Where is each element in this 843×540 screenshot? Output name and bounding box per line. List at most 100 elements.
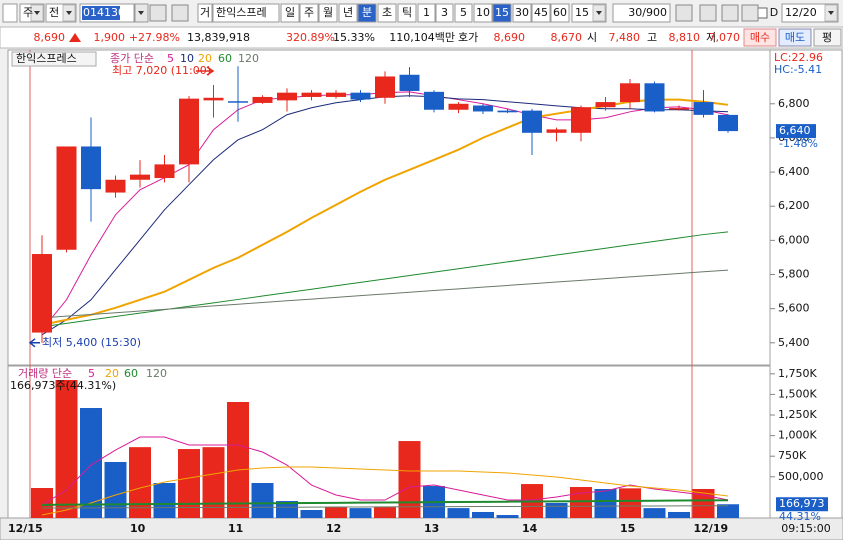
volume-bar [374, 507, 396, 518]
toolbar-button[interactable] [280, 3, 300, 23]
y-tick-label: 1,000K [778, 429, 817, 442]
dropdown-arrow [828, 11, 834, 15]
candle-body [620, 83, 640, 103]
info-value: 고 [647, 31, 657, 44]
toolbar-button[interactable] [338, 3, 358, 23]
y-tick-label: 1,750K [778, 367, 817, 380]
toolbar-label: 60 [553, 6, 567, 19]
toolbar-button[interactable] [397, 3, 417, 23]
toolbar-label: 12/20 [785, 6, 817, 19]
toolbar-button[interactable] [299, 3, 319, 23]
info-value: 8,670 [551, 31, 583, 44]
price-panel [7, 49, 771, 366]
legend-label: 종가 단순 [110, 52, 154, 65]
toolbar-label: 1 [423, 6, 430, 19]
toolbar-button[interactable] [197, 3, 213, 23]
candle-body [571, 107, 591, 133]
x-tick-label: 15 [620, 522, 635, 535]
toolbar-icon[interactable] [171, 4, 189, 22]
info-value: 호가 [458, 31, 478, 44]
info-value: 320.89% [286, 31, 335, 44]
toolbar-button[interactable] [612, 3, 671, 23]
toolbar-button[interactable] [435, 3, 454, 23]
toolbar-label: 30 [515, 6, 529, 19]
toolbar-label: 한익스프레 [216, 6, 267, 19]
candle-body [473, 105, 493, 112]
toolbar-button[interactable] [377, 3, 397, 23]
toolbar-button[interactable] [531, 3, 551, 23]
volume-summary: 166,973주(44.31%) [10, 379, 116, 392]
toolbar-button[interactable] [454, 3, 473, 23]
volume-bar [570, 487, 592, 518]
toolbar-button[interactable] [417, 3, 436, 23]
annotation: 최고 7,020 (11:00) [112, 64, 211, 77]
symbol-box [11, 51, 97, 67]
toolbar-label: 주 [304, 6, 314, 19]
toolbar-label: 3 [441, 6, 448, 19]
candle-body [595, 102, 616, 108]
toolbar-icon[interactable] [741, 4, 759, 22]
change-rate: -1.48% [779, 137, 818, 150]
volume-bar [251, 482, 274, 518]
toolbar-button[interactable] [550, 3, 570, 23]
current-price: 6,640 [779, 124, 811, 137]
legend-entry: 20 [105, 367, 119, 380]
toolbar-label: 10 [476, 6, 490, 19]
volume-bar [129, 447, 151, 518]
legend-entry: 120 [238, 52, 259, 65]
toolbar-button[interactable] [357, 3, 377, 23]
toolbar-label: 월 [323, 6, 333, 19]
grid-icon[interactable] [2, 3, 18, 23]
legend-entry: 5 [167, 52, 174, 65]
toolbar-button[interactable] [318, 3, 338, 23]
y-tick-label: 5,600 [778, 302, 810, 315]
y-tick-label: 1,250K [778, 408, 817, 421]
volume-bar [545, 503, 568, 518]
candle-body [228, 101, 248, 103]
toolbar-button[interactable] [492, 3, 512, 23]
info-value: 8,810 [669, 31, 701, 44]
candle-body [375, 76, 395, 98]
info-value: 7,070 [709, 31, 741, 44]
volume-bar [276, 501, 298, 518]
selection [82, 6, 120, 20]
volume-bar [300, 510, 323, 518]
y-tick-label: 5,800 [778, 268, 810, 281]
volume-bar [80, 408, 102, 518]
sell-button[interactable] [778, 28, 812, 47]
toolbar-icon[interactable] [699, 4, 717, 22]
info-bar [0, 26, 843, 49]
info-value: 7,480 [609, 31, 641, 44]
volume-bar [31, 488, 53, 518]
info-value: 8,690 [494, 31, 526, 44]
toolbar-button[interactable] [212, 3, 280, 23]
toolbar-button[interactable] [473, 3, 493, 23]
y-tick-label: 750K [778, 449, 807, 462]
current-volume: 166,973 [779, 497, 825, 510]
x-tick-label: 12/15 [8, 522, 43, 535]
volume-bar [717, 504, 739, 518]
toolbar-icon[interactable] [721, 4, 739, 22]
avg-button[interactable] [813, 28, 842, 47]
buy-button[interactable] [743, 28, 777, 47]
info-value: 평 [822, 31, 832, 44]
toolbar-button[interactable] [781, 3, 839, 23]
info-value: 110,104백만 [389, 31, 455, 44]
volume-bar [104, 461, 127, 518]
toolbar-label: D [770, 6, 778, 19]
candle-body [522, 110, 542, 133]
toolbar-label: 주 [23, 6, 33, 19]
volume-bar [153, 482, 176, 518]
moving-average [41, 231, 729, 328]
toolbar-label: 거 [200, 6, 210, 19]
x-tick-label: 12/19 [694, 522, 729, 535]
candle-body [326, 92, 346, 97]
candle-body [277, 92, 297, 101]
toolbar-icon[interactable] [675, 4, 693, 22]
dropdown-arrow [66, 11, 72, 15]
toolbar-button[interactable] [512, 3, 532, 23]
toolbar-icon[interactable] [149, 4, 167, 22]
info-value: 매도 [785, 31, 805, 44]
